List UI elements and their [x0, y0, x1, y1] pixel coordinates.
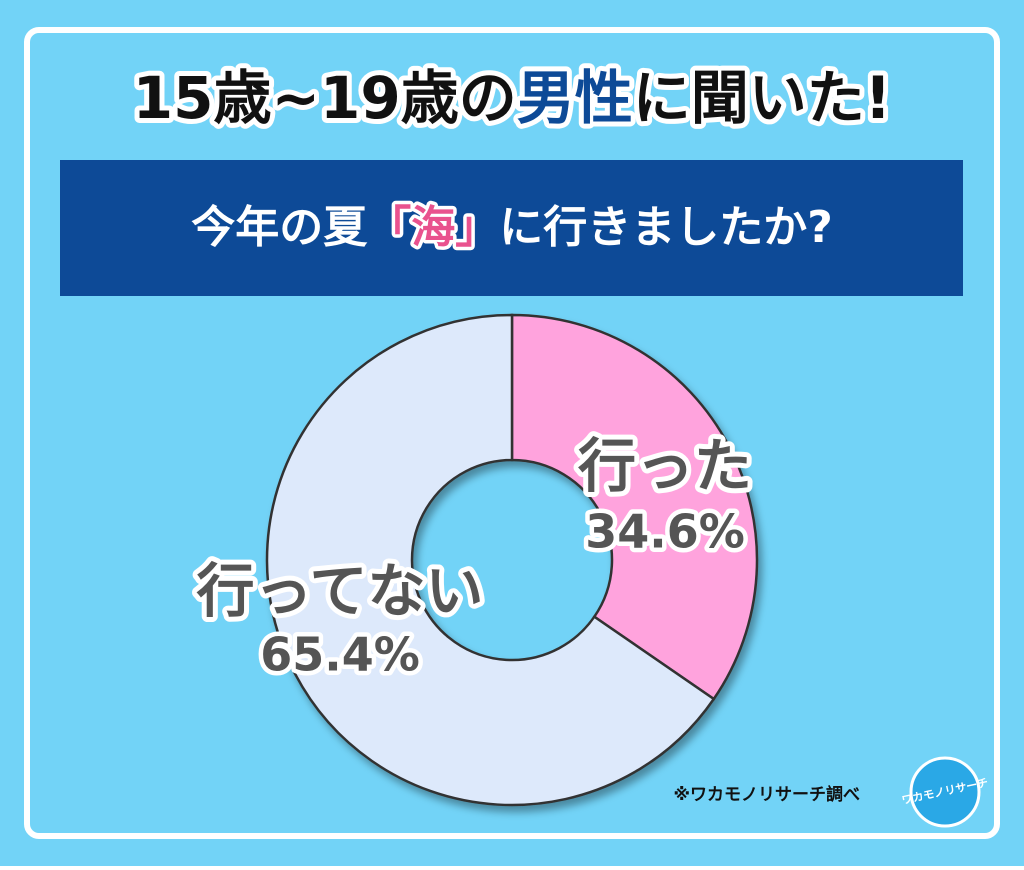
value-label: 65.4%	[260, 628, 420, 682]
donut-slice	[510, 313, 759, 701]
category-label: 行った	[578, 432, 752, 500]
subtitle-highlight: 「海」	[367, 202, 499, 253]
donut-slice	[265, 313, 716, 807]
logo-badge	[909, 756, 981, 828]
donut	[265, 313, 759, 807]
title-highlight: 男性	[517, 64, 633, 132]
title-part: に聞いた!	[633, 64, 891, 132]
source-note: ※ワカモノリサーチ調べ	[673, 784, 860, 805]
subtitle-part: に行きましたか?	[499, 202, 833, 253]
frame	[24, 27, 1000, 839]
value-label: 34.6%	[585, 505, 745, 559]
category-label: 行ってない	[196, 557, 483, 625]
subtitle: 今年の夏「海」に行きましたか?	[191, 202, 833, 253]
subtitle-part: 今年の夏	[191, 202, 368, 253]
title-part: 15歳~19歳の	[133, 64, 517, 132]
logo: ワカモノリサーチ	[901, 756, 989, 828]
subtitle-banner	[60, 160, 963, 296]
chart-title: 15歳~19歳の男性に聞いた!	[133, 64, 892, 132]
